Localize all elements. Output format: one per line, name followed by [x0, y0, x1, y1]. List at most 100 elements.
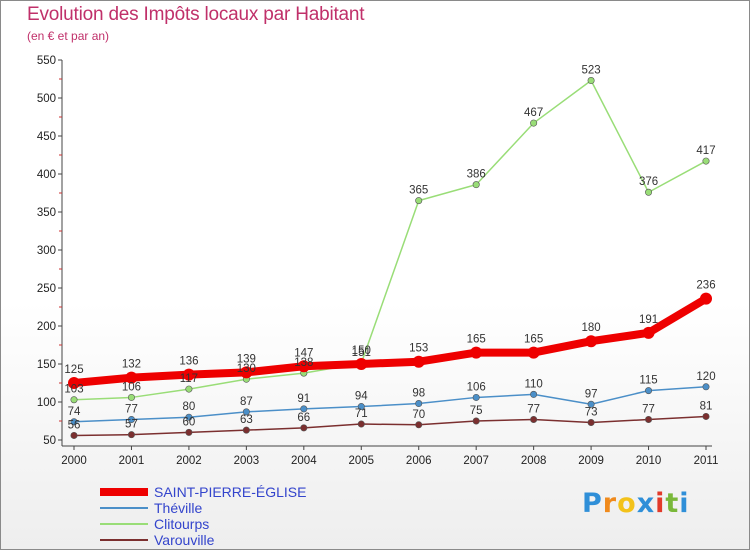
data-label-varouville: 56	[68, 419, 81, 431]
data-label-varouville: 66	[297, 412, 310, 424]
data-point-varouville	[530, 415, 538, 423]
x-tick-label: 2005	[348, 455, 374, 467]
y-tick-label: 250	[37, 283, 56, 295]
data-point-saint-pierre-eglise	[700, 292, 712, 305]
data-point-clitourps	[70, 396, 78, 404]
data-label-saint-pierre-eglise: 165	[524, 334, 543, 346]
x-tick-label: 2009	[578, 455, 604, 467]
data-point-theville	[702, 383, 710, 391]
data-label-theville: 110	[524, 378, 542, 390]
data-label-varouville: 77	[642, 403, 655, 415]
data-label-clitourps: 151	[352, 347, 371, 359]
data-label-clitourps: 106	[122, 381, 141, 393]
data-point-varouville	[127, 431, 135, 439]
legend-swatch-theville	[100, 507, 148, 509]
data-label-varouville: 57	[125, 419, 138, 431]
data-label-varouville: 77	[527, 403, 540, 415]
data-label-varouville: 70	[412, 409, 425, 421]
series-clitourps	[70, 77, 710, 404]
logo-letter: t	[665, 488, 680, 519]
data-label-saint-pierre-eglise: 139	[237, 353, 256, 365]
data-label-clitourps: 117	[180, 373, 198, 385]
data-label-varouville: 75	[470, 405, 483, 417]
data-label-saint-pierre-eglise: 136	[179, 356, 198, 368]
data-point-varouville	[185, 428, 193, 436]
data-label-saint-pierre-eglise: 180	[581, 322, 600, 334]
x-tick-label: 2006	[406, 455, 432, 467]
data-point-varouville	[70, 431, 78, 439]
data-point-clitourps	[415, 197, 423, 205]
x-tick-label: 2011	[694, 455, 719, 467]
series-line-clitourps	[73, 79, 707, 401]
data-point-theville	[300, 405, 308, 413]
data-label-theville: 80	[183, 401, 196, 413]
data-point-varouville	[472, 417, 480, 425]
data-label-theville: 97	[585, 388, 598, 400]
data-point-clitourps	[127, 393, 135, 401]
series-varouville	[70, 412, 710, 439]
legend-label: Clitourps	[154, 516, 210, 532]
data-point-theville	[587, 400, 595, 408]
data-label-clitourps: 386	[467, 169, 486, 181]
series-line-saint-pierre-eglise	[70, 294, 710, 387]
series-line-varouville	[73, 415, 707, 437]
data-label-clitourps: 523	[581, 65, 600, 77]
data-label-clitourps: 103	[64, 384, 83, 396]
data-point-theville	[645, 387, 653, 395]
data-point-saint-pierre-eglise	[182, 368, 195, 381]
data-point-saint-pierre-eglise	[240, 366, 253, 379]
data-point-saint-pierre-eglise	[527, 346, 540, 359]
data-point-clitourps	[645, 188, 653, 196]
data-label-saint-pierre-eglise: 236	[696, 280, 715, 292]
series-theville	[70, 383, 710, 426]
data-label-saint-pierre-eglise: 191	[639, 314, 658, 326]
data-label-saint-pierre-eglise: 147	[294, 347, 313, 359]
data-point-theville	[127, 415, 135, 423]
data-label-saint-pierre-eglise: 165	[467, 334, 486, 346]
y-tick-label: 400	[37, 169, 56, 181]
logo-letter: i	[655, 488, 666, 519]
data-point-varouville	[300, 424, 308, 432]
data-label-varouville: 60	[183, 416, 196, 428]
data-point-varouville	[242, 426, 250, 434]
data-labels: 125 132 136 139 147 150 153 165 165 180 191 236 74 77…	[64, 65, 715, 432]
x-tick-label: 2002	[176, 455, 202, 467]
axes: 50 100 150 200 250 300 350 400 450 500 550 2000 2001…	[37, 55, 719, 467]
data-label-theville: 120	[696, 371, 715, 383]
data-point-saint-pierre-eglise	[125, 371, 138, 384]
logo-letter: P	[582, 488, 603, 519]
series-saint-pierre-eglise	[68, 292, 712, 389]
data-point-varouville	[415, 421, 423, 429]
data-label-saint-pierre-eglise: 150	[352, 345, 371, 357]
data-point-saint-pierre-eglise	[412, 355, 425, 368]
data-point-theville	[530, 390, 538, 398]
data-label-clitourps: 376	[639, 176, 658, 188]
data-point-theville	[70, 418, 78, 426]
data-label-varouville: 63	[240, 414, 253, 426]
data-label-theville: 94	[355, 391, 368, 403]
data-point-theville	[242, 408, 250, 416]
logo-letter: i	[679, 488, 690, 519]
legend-label: Théville	[154, 500, 203, 516]
y-tick-label: 50	[43, 435, 56, 447]
y-tick-label: 100	[37, 397, 56, 409]
legend-swatch-varouville	[100, 539, 148, 541]
data-label-theville: 91	[297, 393, 310, 405]
data-point-saint-pierre-eglise	[585, 335, 598, 348]
y-tick-label: 350	[37, 207, 56, 219]
data-label-clitourps: 365	[409, 185, 428, 197]
data-point-theville	[357, 403, 365, 411]
logo-letter: r	[602, 488, 618, 519]
x-tick-label: 2000	[61, 455, 87, 467]
data-point-saint-pierre-eglise	[297, 360, 310, 373]
x-tick-label: 2003	[234, 455, 260, 467]
data-point-varouville	[702, 412, 710, 420]
series-line-theville	[73, 386, 707, 423]
data-label-theville: 87	[240, 396, 253, 408]
data-label-theville: 74	[68, 406, 81, 418]
data-point-clitourps	[530, 119, 538, 127]
x-tick-label: 2010	[636, 455, 662, 467]
data-point-theville	[472, 393, 480, 401]
